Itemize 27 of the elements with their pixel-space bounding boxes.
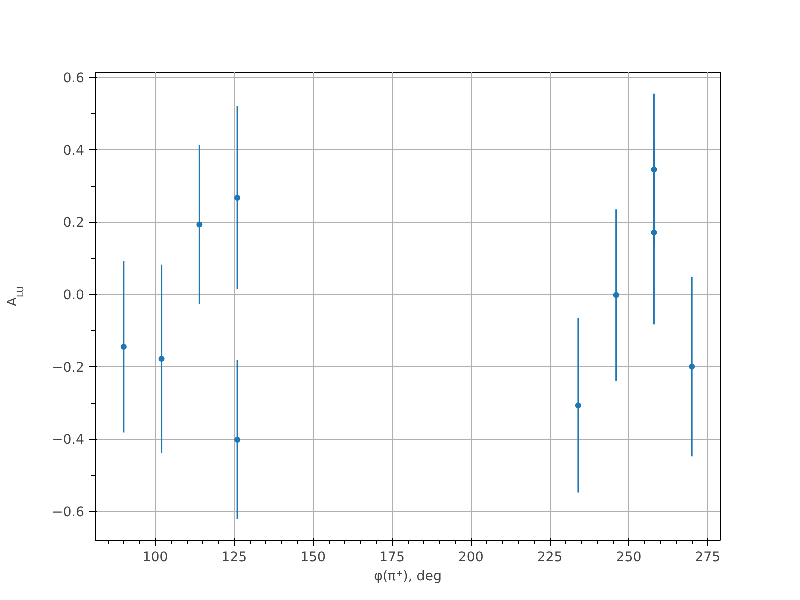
y-tick-label: 0.2 bbox=[63, 216, 85, 232]
y-tick-label: 0.0 bbox=[63, 288, 85, 304]
x-tick-label: 200 bbox=[458, 550, 484, 566]
y-tick-label: 0.6 bbox=[63, 72, 85, 87]
point bbox=[651, 166, 658, 173]
point bbox=[120, 344, 127, 350]
point bbox=[234, 195, 241, 201]
x-tick-label: 175 bbox=[379, 550, 405, 566]
point bbox=[689, 364, 696, 370]
x-tick-label: 100 bbox=[142, 550, 168, 566]
x-tick-label: 150 bbox=[300, 550, 326, 566]
y-tick-label: −0.2 bbox=[52, 360, 85, 376]
point bbox=[613, 292, 620, 298]
point bbox=[196, 222, 203, 228]
x-tick-label: 225 bbox=[537, 550, 563, 566]
point bbox=[234, 436, 241, 443]
x-axis-title: φ(π⁺), deg bbox=[374, 570, 442, 584]
point bbox=[158, 356, 165, 362]
point bbox=[651, 230, 658, 236]
y-axis-title: ALU bbox=[6, 286, 26, 306]
x-tick-label: 250 bbox=[616, 550, 642, 566]
y-tick-label: −0.6 bbox=[52, 506, 85, 521]
x-tick-label: 275 bbox=[695, 550, 721, 566]
y-tick-label: −0.4 bbox=[52, 433, 85, 448]
point bbox=[575, 402, 582, 409]
x-tick-label: 125 bbox=[222, 550, 248, 566]
y-tick-label: 0.4 bbox=[63, 144, 85, 159]
